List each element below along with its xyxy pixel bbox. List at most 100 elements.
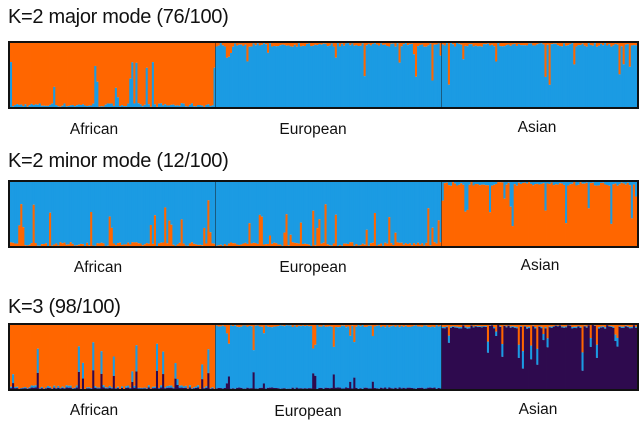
ancestry-bar-segment: [375, 44, 379, 107]
ancestry-bar-segment: [291, 43, 295, 47]
ancestry-bar-segment: [515, 45, 519, 107]
ancestry-bar-segment: [336, 327, 340, 388]
ancestry-bar-segment: [610, 325, 613, 327]
ancestry-bar-segment: [540, 328, 543, 389]
ancestry-bar-segment: [449, 326, 453, 328]
ancestry-bar-segment: [402, 326, 406, 388]
ancestry-bar-segment: [628, 185, 632, 246]
ancestry-bar-segment: [297, 243, 301, 246]
ancestry-bar-segment: [332, 182, 336, 244]
ancestry-bar-segment: [445, 327, 449, 389]
ancestry-bar-segment: [277, 244, 280, 246]
ancestry-bar-segment: [408, 243, 412, 246]
ancestry-bar-segment: [34, 243, 38, 246]
ancestry-bar-segment: [441, 44, 445, 107]
ancestry-bar-segment: [232, 43, 235, 47]
ancestry-bar-segment: [174, 363, 177, 379]
ancestry-bar-segment: [482, 182, 486, 185]
ancestry-bar-segment: [423, 46, 426, 107]
ancestry-bar-segment: [178, 242, 182, 246]
ancestry-bar-segment: [38, 182, 42, 246]
ancestry-bar-segment: [412, 325, 416, 326]
ancestry-bar-segment: [488, 212, 492, 246]
ancestry-bar-segment: [65, 385, 68, 388]
ancestry-bar-segment: [158, 103, 161, 107]
ancestry-bar-segment: [575, 182, 578, 186]
ancestry-bar-segment: [429, 387, 432, 389]
ancestry-bar-segment: [519, 183, 523, 246]
ancestry-bar-segment: [182, 182, 186, 244]
ancestry-bar-segment: [468, 328, 471, 389]
ancestry-bar-segment: [86, 106, 89, 107]
ancestry-bar-segment: [180, 182, 184, 220]
ancestry-bar-segment: [406, 182, 410, 245]
ancestry-bar-segment: [616, 337, 619, 347]
ancestry-bar-segment: [431, 182, 434, 228]
ancestry-bar-segment: [116, 97, 120, 107]
ancestry-bar-segment: [211, 388, 214, 389]
ancestry-bar-segment: [217, 387, 221, 389]
ancestry-bar-segment: [474, 45, 478, 107]
ancestry-bar-segment: [248, 46, 251, 107]
ancestry-bar-segment: [349, 43, 352, 46]
ancestry-bar-segment: [266, 326, 270, 388]
ancestry-bar-segment: [96, 243, 99, 246]
ancestry-bar-segment: [433, 44, 436, 107]
ancestry-bar-segment: [414, 43, 418, 77]
ancestry-bar-segment: [264, 325, 268, 326]
ancestry-bar-segment: [447, 84, 451, 107]
ancestry-bar-segment: [310, 46, 313, 107]
ancestry-bar-segment: [264, 44, 268, 107]
ancestry-bar-segment: [468, 327, 471, 329]
ancestry-bar-segment: [353, 342, 356, 378]
ancestry-bar-segment: [359, 45, 362, 107]
ancestry-bar-segment: [600, 327, 603, 389]
ancestry-bar-segment: [199, 244, 202, 246]
ancestry-bar-segment: [75, 245, 79, 246]
ancestry-bar-segment: [390, 43, 393, 107]
ancestry-bar-segment: [634, 45, 638, 107]
ancestry-bar-segment: [365, 325, 369, 327]
ancestry-bar-segment: [219, 325, 223, 327]
ancestry-bar-segment: [351, 43, 354, 107]
ancestry-bar-segment: [234, 325, 237, 389]
ancestry-bar-segment: [577, 184, 580, 246]
ancestry-bar-segment: [106, 43, 110, 104]
ancestry-bar-segment: [591, 45, 595, 107]
ancestry-bar-segment: [532, 325, 535, 326]
ancestry-bar-segment: [258, 182, 262, 215]
ancestry-bar-segment: [188, 387, 192, 389]
ancestry-bar-segment: [532, 45, 535, 107]
ancestry-bar-segment: [412, 243, 416, 246]
ancestry-bar-segment: [98, 325, 101, 388]
ancestry-bar-segment: [334, 387, 338, 389]
ancestry-bar-segment: [602, 45, 605, 107]
ancestry-bar-segment: [345, 43, 348, 107]
ancestry-bar-segment: [96, 387, 99, 389]
ancestry-bar-segment: [32, 385, 36, 388]
ancestry-bar-segment: [486, 43, 490, 44]
ancestry-bar-segment: [192, 43, 196, 107]
ancestry-bar-segment: [534, 184, 537, 246]
ancestry-bar-segment: [458, 325, 461, 328]
panel-2-structure-plot: [8, 180, 639, 248]
ancestry-bar-segment: [365, 182, 369, 230]
ancestry-bar-segment: [240, 44, 243, 107]
ancestry-bar-segment: [219, 182, 223, 245]
ancestry-bar-segment: [223, 46, 227, 107]
ancestry-bar-segment: [176, 379, 179, 386]
ancestry-bar-segment: [585, 325, 589, 327]
ancestry-bar-segment: [131, 242, 134, 246]
ancestry-bar-segment: [466, 328, 469, 389]
ancestry-bar-segment: [203, 227, 206, 246]
ancestry-bar-segment: [334, 43, 338, 58]
ancestry-bar-segment: [213, 67, 216, 107]
ancestry-bar-segment: [583, 45, 587, 107]
ancestry-bar-segment: [562, 184, 566, 246]
ancestry-bar-segment: [579, 43, 582, 46]
ancestry-bar-segment: [542, 334, 545, 341]
ancestry-bar-segment: [178, 43, 182, 106]
ancestry-bar-segment: [236, 182, 239, 245]
ancestry-bar-segment: [178, 325, 182, 386]
ancestry-bar-segment: [626, 325, 630, 327]
